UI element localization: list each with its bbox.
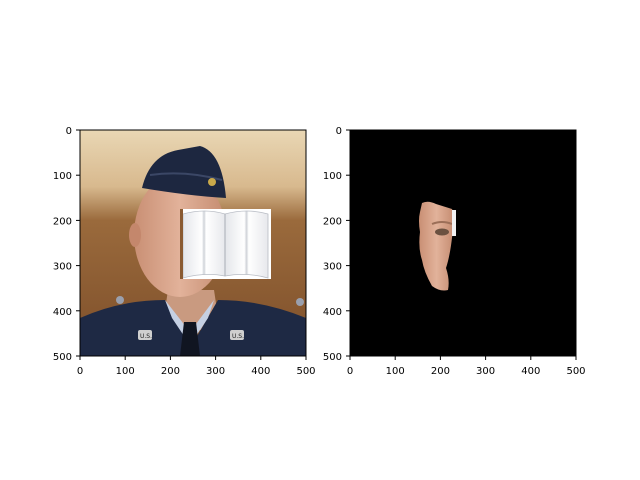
right-xtick-label: 400 bbox=[521, 366, 540, 377]
right-ytick-label: 500 bbox=[323, 352, 342, 363]
left-xtick-label: 500 bbox=[296, 366, 315, 377]
uniform-jacket bbox=[80, 300, 306, 356]
shoulder-button-right bbox=[296, 298, 304, 306]
book-edge-fragment bbox=[452, 210, 456, 236]
left-ytick-label: 0 bbox=[66, 126, 72, 137]
right-axes-frame bbox=[349, 129, 577, 357]
svg-text:U.S.: U.S. bbox=[232, 333, 244, 340]
left-y-ticks: 0 100 200 300 400 500 bbox=[53, 126, 80, 363]
left-xtick-label: 400 bbox=[251, 366, 270, 377]
right-panel: 0 100 200 300 400 500 0 100 200 300 400 … bbox=[323, 126, 586, 377]
left-xtick-label: 100 bbox=[116, 366, 135, 377]
collar-insignia-left: U.S. bbox=[138, 330, 152, 340]
right-xtick-label: 100 bbox=[386, 366, 405, 377]
right-ytick-label: 0 bbox=[336, 126, 342, 137]
left-ytick-label: 300 bbox=[53, 262, 72, 273]
shoulder-button-left bbox=[116, 296, 124, 304]
right-xtick-label: 300 bbox=[476, 366, 495, 377]
garrison-cap bbox=[142, 146, 226, 198]
segmented-face-region bbox=[419, 201, 456, 291]
visible-eyebrow bbox=[431, 221, 453, 225]
left-ytick-label: 500 bbox=[53, 352, 72, 363]
right-ytick-label: 100 bbox=[323, 171, 342, 182]
photo: U.S. U.S. bbox=[80, 130, 306, 356]
tie bbox=[180, 322, 200, 356]
left-panel: U.S. U.S. bbox=[53, 126, 316, 377]
cap-fold bbox=[149, 172, 223, 181]
book-occluder bbox=[180, 209, 271, 279]
svg-text:U.S.: U.S. bbox=[140, 333, 152, 340]
left-xtick-label: 0 bbox=[77, 366, 83, 377]
left-xtick-label: 200 bbox=[161, 366, 180, 377]
right-y-ticks: 0 100 200 300 400 500 bbox=[323, 126, 350, 363]
right-ytick-label: 200 bbox=[323, 216, 342, 227]
mask-background bbox=[350, 130, 576, 356]
right-xtick-label: 0 bbox=[347, 366, 353, 377]
collar-insignia-right: U.S. bbox=[230, 330, 244, 340]
visible-eye bbox=[435, 228, 449, 236]
right-x-ticks: 0 100 200 300 400 500 bbox=[347, 356, 586, 377]
left-ytick-label: 200 bbox=[53, 216, 72, 227]
left-ytick-label: 100 bbox=[53, 171, 72, 182]
right-ytick-label: 300 bbox=[323, 262, 342, 273]
left-xtick-label: 300 bbox=[206, 366, 225, 377]
right-xtick-label: 200 bbox=[431, 366, 450, 377]
right-xtick-label: 500 bbox=[566, 366, 585, 377]
left-ytick-label: 400 bbox=[53, 307, 72, 318]
right-ytick-label: 400 bbox=[323, 307, 342, 318]
left-axes-frame bbox=[79, 129, 307, 357]
cap-insignia bbox=[208, 178, 216, 186]
ear bbox=[129, 223, 141, 247]
left-x-ticks: 0 100 200 300 400 500 bbox=[77, 356, 316, 377]
